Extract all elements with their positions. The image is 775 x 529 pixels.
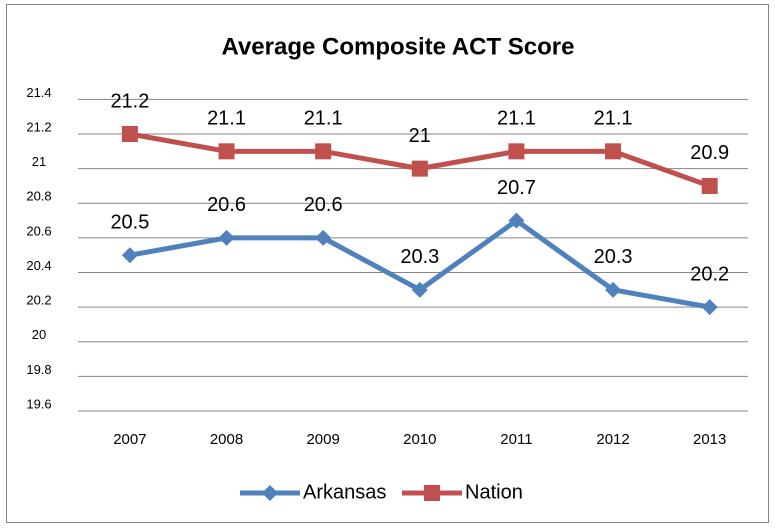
data-label: 21.1: [497, 108, 536, 130]
legend-marker: [262, 485, 278, 501]
marker: [701, 299, 718, 316]
marker: [508, 212, 525, 229]
y-tick-label: 19.8: [26, 362, 51, 377]
x-tick-label: 2008: [210, 431, 243, 448]
x-tick-label: 2010: [403, 431, 436, 448]
data-label: 20.5: [110, 211, 149, 233]
data-label: 21.1: [594, 108, 633, 130]
data-label: 20.7: [497, 177, 536, 199]
marker: [121, 126, 138, 143]
y-tick-label: 20: [32, 327, 46, 342]
marker: [315, 229, 332, 246]
data-label: 21: [409, 125, 431, 147]
x-tick-label: 2009: [306, 431, 339, 448]
y-tick-label: 20.4: [26, 258, 51, 273]
y-tick-label: 21: [32, 154, 46, 169]
y-tick-label: 19.6: [26, 396, 51, 411]
marker: [218, 143, 235, 160]
data-label: 20.3: [400, 246, 439, 268]
y-tick-label: 20.6: [26, 223, 51, 238]
marker: [605, 281, 622, 298]
legend-marker: [424, 485, 440, 501]
marker: [411, 281, 428, 298]
y-tick-label: 21.2: [26, 119, 51, 134]
x-tick-label: 2007: [113, 431, 146, 448]
chart-border: [6, 4, 769, 523]
marker: [121, 247, 138, 264]
marker: [411, 160, 428, 177]
chart-title: Average Composite ACT Score: [222, 33, 575, 60]
data-label: 20.3: [594, 246, 633, 268]
data-label: 20.2: [690, 263, 729, 285]
legend-label: Nation: [465, 481, 523, 503]
marker: [605, 143, 622, 160]
marker: [701, 177, 718, 194]
x-tick-label: 2013: [693, 431, 726, 448]
legend-label: Arkansas: [303, 481, 386, 503]
marker: [315, 143, 332, 160]
marker: [218, 229, 235, 246]
data-label: 21.1: [304, 108, 343, 130]
y-tick-label: 20.8: [26, 189, 51, 204]
data-label: 21.2: [110, 90, 149, 112]
data-label: 20.6: [207, 194, 246, 216]
y-tick-label: 20.2: [26, 293, 51, 308]
x-tick-label: 2012: [596, 431, 629, 448]
data-label: 20.6: [304, 194, 343, 216]
x-tick-label: 2011: [500, 431, 532, 448]
data-label: 21.1: [207, 108, 246, 130]
marker: [508, 143, 525, 160]
data-label: 20.9: [690, 142, 729, 164]
y-tick-label: 21.4: [26, 85, 51, 100]
